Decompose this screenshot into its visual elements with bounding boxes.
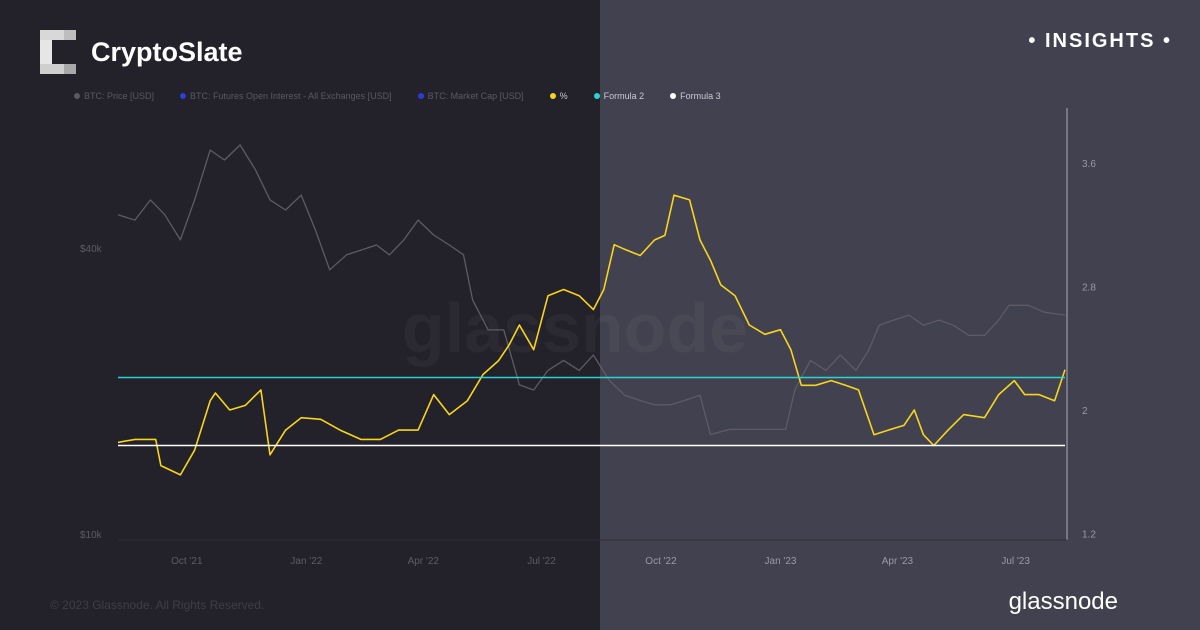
legend-item[interactable]: BTC: Market Cap [USD] bbox=[417, 91, 524, 101]
legend-dot-icon bbox=[180, 93, 187, 99]
x-tick-label: Apr '22 bbox=[408, 556, 440, 567]
series-btc-price-line bbox=[117, 144, 1066, 436]
copyright: © 2023 Glassnode. All Rights Reserved. bbox=[50, 598, 265, 612]
x-tick-label: Jul '22 bbox=[527, 556, 556, 567]
brand-name: CryptoSlate bbox=[91, 36, 243, 67]
legend-label: Formula 2 bbox=[603, 91, 645, 101]
y-right-tick-label: 3.6 bbox=[1082, 159, 1096, 170]
watermark: glassnode bbox=[402, 289, 748, 367]
y-right-tick-label: 2.8 bbox=[1082, 282, 1096, 293]
y-left-tick-label: $40k bbox=[80, 244, 103, 255]
y-right-tick-label: 2 bbox=[1082, 406, 1088, 417]
right-panel bbox=[600, 0, 1200, 630]
x-tick-label: Oct '22 bbox=[645, 556, 677, 567]
insights-badge: • INSIGHTS • bbox=[1028, 30, 1172, 52]
y-left-tick-label: $10k bbox=[80, 530, 103, 541]
x-tick-label: Jul '23 bbox=[1001, 556, 1030, 567]
x-tick-label: Apr '23 bbox=[882, 556, 914, 567]
legend-item[interactable]: Formula 2 bbox=[593, 91, 645, 101]
x-tick-label: Jan '23 bbox=[765, 556, 797, 567]
x-tick-label: Oct '21 bbox=[171, 556, 203, 567]
legend-dot-icon bbox=[593, 93, 600, 99]
series-percent-line bbox=[117, 194, 1066, 476]
legend-item[interactable]: BTC: Price [USD] bbox=[74, 91, 154, 101]
legend-label: Formula 3 bbox=[680, 91, 721, 101]
legend-dot-icon bbox=[549, 93, 556, 99]
legend-item[interactable]: BTC: Futures Open Interest - All Exchang… bbox=[180, 91, 392, 101]
legend-label: % bbox=[559, 91, 568, 101]
glassnode-logo: glassnode bbox=[1008, 588, 1118, 615]
cryptoslate-logo-icon bbox=[40, 30, 76, 74]
legend-dot-icon bbox=[74, 93, 80, 99]
legend-label: BTC: Price [USD] bbox=[84, 91, 155, 101]
legend-label: BTC: Futures Open Interest - All Exchang… bbox=[190, 91, 392, 101]
chart-legend: BTC: Price [USD] BTC: Futures Open Intere… bbox=[74, 91, 747, 101]
legend-item[interactable]: % bbox=[549, 91, 568, 101]
legend-label: BTC: Market Cap [USD] bbox=[427, 91, 524, 101]
x-tick-label: Jan '22 bbox=[290, 556, 322, 567]
cryptoslate-logo: CryptoSlate bbox=[40, 30, 243, 74]
y-right-tick-label: 1.2 bbox=[1082, 530, 1096, 541]
legend-item[interactable]: Formula 3 bbox=[670, 91, 721, 101]
legend-dot-icon bbox=[417, 93, 424, 99]
legend-dot-icon bbox=[670, 93, 677, 99]
